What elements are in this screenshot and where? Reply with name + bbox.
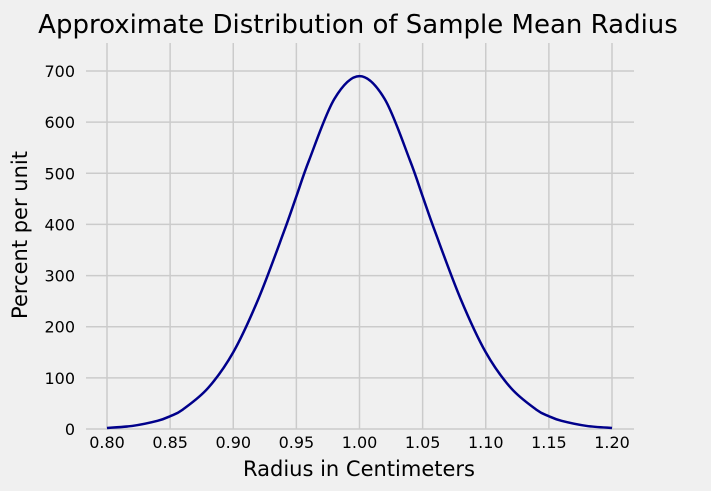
x-tick-label: 1.00 <box>342 433 378 452</box>
y-tick-label: 500 <box>44 164 75 183</box>
y-tick-label: 300 <box>44 267 75 286</box>
y-tick-label: 100 <box>44 369 75 388</box>
y-axis-label: Percent per unit <box>8 151 32 319</box>
x-tick-label: 0.90 <box>215 433 251 452</box>
distribution-curve <box>106 74 613 430</box>
x-tick-label: 0.95 <box>279 433 315 452</box>
y-tick-label: 0 <box>65 420 75 439</box>
y-tick-label: 600 <box>44 113 75 132</box>
x-axis-label: Radius in Centimeters <box>243 457 475 481</box>
x-tick-label: 1.15 <box>531 433 567 452</box>
x-tick-label: 0.85 <box>152 433 188 452</box>
y-tick-label: 400 <box>44 215 75 234</box>
x-axis-ticks: 0.80 0.85 0.90 0.95 1.00 1.05 1.10 1.15 1.20 <box>89 433 630 452</box>
x-tick-label: 1.20 <box>594 433 630 452</box>
y-tick-label: 700 <box>44 62 75 81</box>
x-tick-label: 1.10 <box>468 433 504 452</box>
x-tick-label: 1.05 <box>405 433 441 452</box>
y-axis-ticks: 0 100 200 300 400 500 600 700 <box>44 62 75 439</box>
grid <box>86 43 634 430</box>
chart-title: Approximate Distribution of Sample Mean … <box>38 10 678 40</box>
x-tick-label: 0.80 <box>89 433 125 452</box>
plot-area <box>106 74 613 430</box>
y-tick-label: 200 <box>44 318 75 337</box>
